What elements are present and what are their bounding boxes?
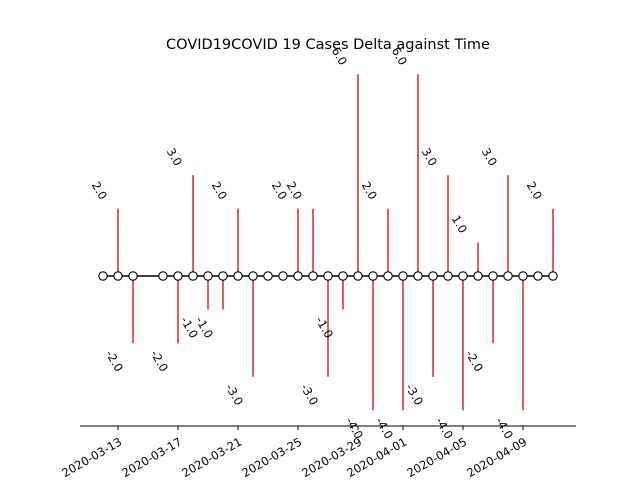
stem-value-label: -4.0 [373, 415, 396, 441]
stem-marker [203, 271, 213, 281]
stem-marker [533, 271, 543, 281]
stem-marker [473, 271, 483, 281]
stem-marker [488, 271, 498, 281]
stem-value-label: 2.0 [209, 179, 230, 202]
stem-value-label: -2.0 [103, 348, 126, 374]
stem-value-label: -2.0 [463, 348, 486, 374]
stem-marker [518, 271, 528, 281]
stems-layer [117, 74, 554, 411]
stem-value-label: 2.0 [89, 179, 110, 202]
stem-value-label: 2.0 [284, 179, 305, 202]
x-tick-label: 2020-04-05 [404, 435, 469, 480]
stem-value-label: -3.0 [298, 381, 321, 407]
stem-marker [173, 271, 183, 281]
x-ticks-layer: 2020-03-132020-03-172020-03-212020-03-25… [59, 426, 529, 480]
stem-marker [113, 271, 123, 281]
stem-marker [548, 271, 558, 281]
stem-value-label: 3.0 [164, 146, 185, 169]
x-tick-label: 2020-04-09 [464, 435, 529, 480]
markers-layer [98, 271, 558, 281]
stem-marker [233, 271, 243, 281]
stem-marker [413, 271, 423, 281]
stem-value-label: 3.0 [419, 146, 440, 169]
stem-marker [293, 271, 303, 281]
stem-marker [128, 271, 138, 281]
stem-value-label: -3.0 [403, 381, 426, 407]
stem-value-label: -3.0 [223, 381, 246, 407]
stem-value-label: -4.0 [493, 415, 516, 441]
x-tick-label: 2020-03-25 [239, 435, 304, 480]
x-tick-label: 2020-03-13 [59, 435, 124, 480]
stem-value-label: 3.0 [479, 146, 500, 169]
stem-marker [383, 271, 393, 281]
x-tick-label: 2020-03-21 [179, 435, 244, 480]
stem-marker [503, 271, 513, 281]
stem-marker [368, 271, 378, 281]
stem-value-label: 2.0 [524, 179, 545, 202]
stem-marker [353, 271, 363, 281]
stem-marker [278, 271, 288, 281]
stem-value-label: 2.0 [359, 179, 380, 202]
stem-value-label: -4.0 [433, 415, 456, 441]
stem-value-label: -1.0 [313, 314, 336, 340]
stem-marker [308, 271, 318, 281]
stem-marker [218, 271, 228, 281]
stem-marker [323, 271, 333, 281]
stem-marker [158, 271, 168, 281]
x-tick-label: 2020-03-17 [119, 435, 184, 480]
stem-marker [248, 271, 258, 281]
stem-value-label: 1.0 [449, 213, 470, 236]
stem-marker [458, 271, 468, 281]
chart-title: COVID19COVID 19 Cases Delta against Time [166, 37, 490, 53]
stem-marker [98, 271, 108, 281]
stem-value-label: -2.0 [148, 348, 171, 374]
value-labels-layer: 2.0-2.0 -2.03.0-1.0-1.02.0-3.02.02.0-3.0-… [89, 45, 545, 442]
stem-marker [338, 271, 348, 281]
stem-marker [443, 271, 453, 281]
stem-marker [263, 271, 273, 281]
stem-marker [188, 271, 198, 281]
stem-marker [398, 271, 408, 281]
stem-marker [428, 271, 438, 281]
